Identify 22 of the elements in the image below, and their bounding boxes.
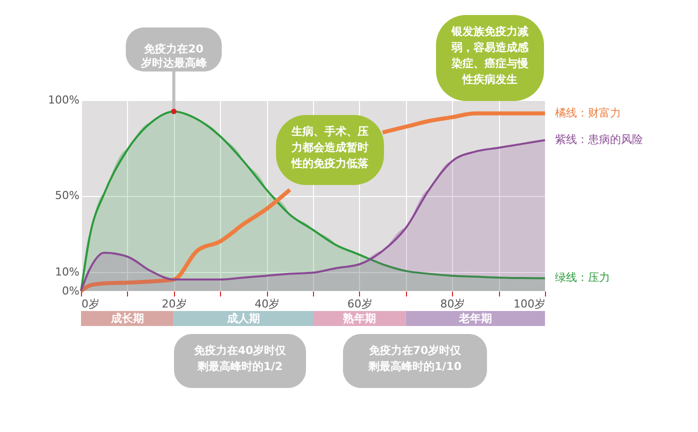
y-tick-label: 0% bbox=[62, 284, 80, 298]
series-label: 橘线：财富力 bbox=[555, 106, 621, 120]
y-tick-label: 10% bbox=[55, 265, 80, 278]
text: 成人期 bbox=[226, 312, 260, 325]
text: 熟年期 bbox=[342, 312, 376, 325]
x-tick-label: 40岁 bbox=[254, 298, 280, 310]
series-label: 绿线：压力 bbox=[555, 271, 610, 284]
annotation: 生病、手术、压力都会造成暂时性的免疫力低落 bbox=[290, 125, 370, 170]
x-tick-label: 20岁 bbox=[162, 298, 187, 310]
text: 老年期 bbox=[458, 312, 492, 325]
series-label: 紫线：患病的风险 bbox=[555, 133, 643, 146]
x-tick-label: 0岁 bbox=[82, 298, 100, 310]
x-tick-label: 100岁 bbox=[514, 298, 546, 310]
y-tick-label: 50% bbox=[55, 189, 80, 202]
text: 免疫力在40岁时仅剩最高峰时的1/2 bbox=[192, 344, 288, 373]
x-tick-label: 60岁 bbox=[347, 298, 372, 310]
x-tick-label: 80岁 bbox=[440, 298, 466, 310]
y-tick-label: 100% bbox=[48, 94, 80, 106]
text: 免疫力在70岁时仅剩最高峰时的1/10 bbox=[368, 344, 462, 373]
text: 成长期 bbox=[110, 312, 144, 325]
text: 银发族免疫力减弱，容易造成感染症、癌症与慢性疾病发生 bbox=[450, 25, 530, 86]
annotation: 免疫力在20岁时达最高峰 bbox=[140, 42, 208, 70]
